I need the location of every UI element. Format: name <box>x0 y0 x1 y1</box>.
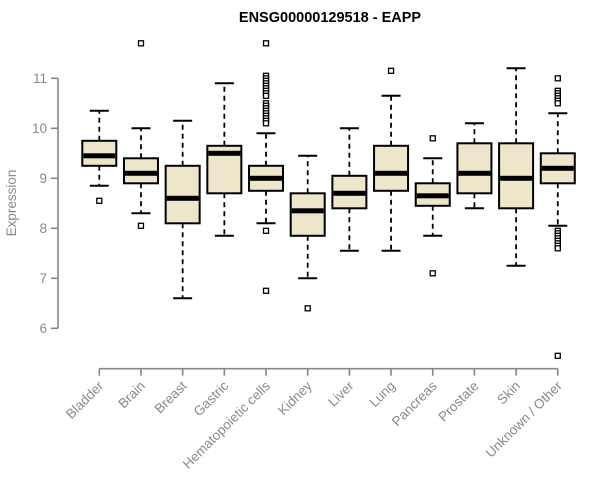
outlier-point <box>429 135 436 142</box>
outlier-point <box>387 67 395 74</box>
median-line <box>416 193 449 199</box>
x-tick-label: Bladder <box>63 378 107 422</box>
outlier-point <box>137 40 145 47</box>
median-line <box>166 195 199 201</box>
x-tick-label: Pancreas <box>389 378 440 429</box>
y-tick-label: 10 <box>32 121 47 136</box>
y-tick-label: 8 <box>39 221 47 236</box>
y-tick-label: 11 <box>33 71 47 86</box>
outlier-point <box>262 92 270 99</box>
outlier-point <box>262 120 270 127</box>
outlier-point <box>554 245 561 252</box>
boxplot-liver <box>331 127 368 252</box>
outlier-point <box>304 305 311 312</box>
boxplot-pancreas <box>414 135 451 277</box>
x-tick-label: Prostate <box>435 378 481 424</box>
boxplot-lung <box>373 67 410 252</box>
boxplot-prostate <box>456 122 493 210</box>
iqr-box <box>373 144 410 192</box>
x-tick-label: Liver <box>325 378 357 410</box>
median-line <box>250 175 283 181</box>
boxplot-skin <box>498 67 535 267</box>
iqr-box <box>456 142 493 195</box>
boxplot-brain <box>122 40 159 229</box>
y-tick-label: 7 <box>39 271 47 286</box>
outlier-point <box>554 352 561 359</box>
outlier-point <box>262 287 270 294</box>
median-line <box>541 165 574 171</box>
median-line <box>500 175 533 181</box>
median-line <box>291 208 324 214</box>
outlier-point <box>554 75 561 82</box>
outlier-point <box>137 222 145 229</box>
y-axis: 6 7 8 9 10 11 <box>32 71 59 336</box>
boxplot-hematopoietic-cells <box>248 40 285 294</box>
x-tick-label: Skin <box>494 378 523 407</box>
median-line <box>458 170 491 176</box>
outlier-point <box>554 100 561 107</box>
iqr-box <box>164 164 201 225</box>
outlier-point <box>96 197 103 204</box>
y-tick-label: 9 <box>39 171 47 186</box>
boxplot-bladder <box>81 109 118 204</box>
x-tick-label: Unknown / Other <box>483 378 566 461</box>
x-tick-label: Breast <box>152 378 190 416</box>
median-line <box>208 150 241 156</box>
x-tick-label: Brain <box>115 378 148 411</box>
y-tick-label: 6 <box>39 321 47 336</box>
outlier-point <box>429 270 436 277</box>
boxplot-unknown-other <box>539 75 576 359</box>
iqr-box <box>289 192 326 237</box>
median-line <box>124 170 157 176</box>
y-axis-label: Expression <box>4 170 19 237</box>
x-tick-label: Gastric <box>191 378 232 419</box>
boxplot-breast <box>164 119 201 300</box>
outlier-point <box>262 40 270 47</box>
boxplot-gastric <box>206 82 243 237</box>
median-line <box>375 170 408 176</box>
boxplot-kidney <box>289 154 326 312</box>
median-line <box>83 153 116 159</box>
outlier-point <box>262 227 270 234</box>
median-line <box>333 190 366 196</box>
x-tick-label: Kidney <box>275 378 315 418</box>
boxes-layer <box>81 40 576 359</box>
chart-title: ENSG00000129518 - EAPP <box>239 10 421 26</box>
x-tick-label: Lung <box>366 378 398 410</box>
